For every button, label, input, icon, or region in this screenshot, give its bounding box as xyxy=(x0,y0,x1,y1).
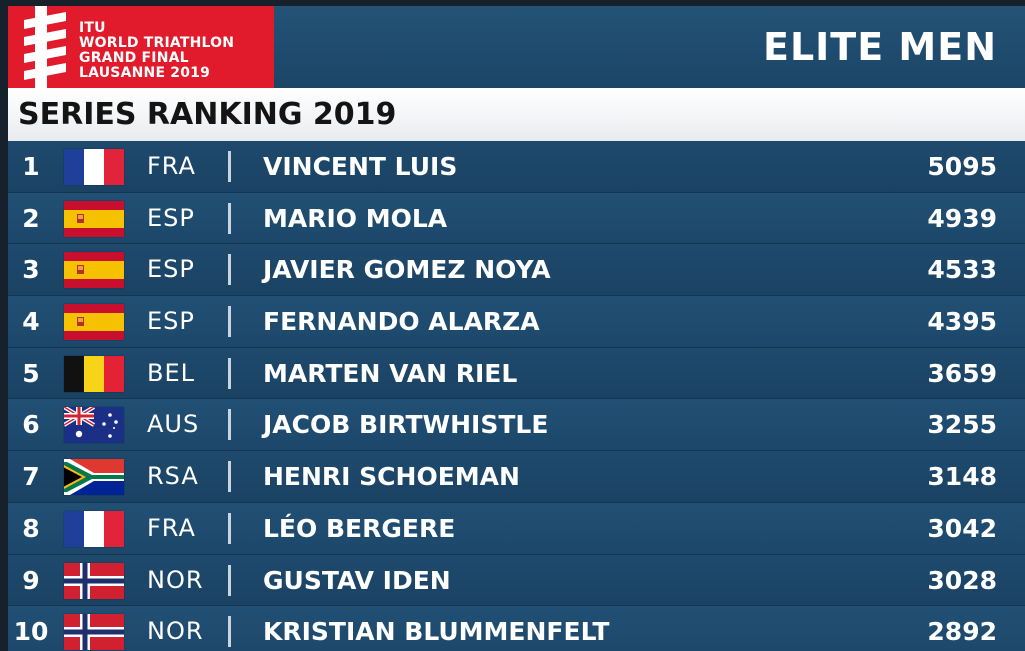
event-logo: ITU WORLD TRIATHLON GRAND FINAL LAUSANNE… xyxy=(8,6,274,88)
spain-flag-icon xyxy=(64,304,124,341)
points-value: 2892 xyxy=(927,617,997,647)
country-code: ESP xyxy=(147,255,195,284)
table-row: 10 NOR KRISTIAN BLUMMENFELT 2892 xyxy=(8,606,1025,651)
athlete-name: VINCENT LUIS xyxy=(263,152,458,181)
divider xyxy=(228,616,231,648)
rank-number: 9 xyxy=(22,565,40,595)
country-code: AUS xyxy=(147,410,200,439)
rank-number: 2 xyxy=(22,203,40,233)
country-code: ESP xyxy=(147,307,195,336)
divider xyxy=(228,409,231,441)
divider xyxy=(228,357,231,389)
points-value: 3659 xyxy=(927,358,997,388)
divider xyxy=(228,461,231,493)
rank-number: 10 xyxy=(13,617,49,647)
subtitle-bar: SERIES RANKING 2019 xyxy=(8,88,1025,141)
points-value: 4395 xyxy=(927,307,997,337)
logo-line: LAUSANNE 2019 xyxy=(79,65,211,81)
table-row: 6 AUS JACOB BIRTWHISTLE 3255 xyxy=(8,399,1025,452)
divider xyxy=(228,151,231,182)
itu-logo-icon xyxy=(24,6,66,88)
table-row: 8 FRA LÉO BERGERE 3042 xyxy=(8,502,1025,555)
country-code: ESP xyxy=(147,203,195,232)
points-value: 3028 xyxy=(927,565,997,595)
country-code: FRA xyxy=(147,152,196,180)
table-row: 2 ESP MARIO MOLA 4939 xyxy=(8,192,1025,245)
spain-flag-icon xyxy=(64,200,124,237)
table-row: 1 FRA VINCENT LUIS 5095 xyxy=(8,141,1025,193)
country-code: BEL xyxy=(147,358,195,387)
country-code: FRA xyxy=(147,513,196,542)
points-value: 4533 xyxy=(927,255,997,285)
table-row: 3 ESP JAVIER GOMEZ NOYA 4533 xyxy=(8,244,1025,297)
table-row: 5 BEL MARTEN VAN RIEL 3659 xyxy=(8,347,1025,400)
athlete-name: GUSTAV IDEN xyxy=(263,565,451,595)
rank-number: 7 xyxy=(22,462,40,492)
spain-flag-icon xyxy=(64,252,124,289)
page-title: SERIES RANKING 2019 xyxy=(18,97,397,132)
rank-number: 1 xyxy=(22,152,40,181)
athlete-name: KRISTIAN BLUMMENFELT xyxy=(263,617,610,647)
divider xyxy=(228,306,231,338)
table-row: 7 RSA HENRI SCHOEMAN 3148 xyxy=(8,451,1025,503)
rank-number: 5 xyxy=(22,358,40,388)
logo-line: WORLD TRIATHLON xyxy=(79,35,235,51)
south-africa-flag-icon xyxy=(64,459,124,496)
athlete-name: FERNANDO ALARZA xyxy=(263,307,540,337)
table-row: 9 NOR GUSTAV IDEN 3028 xyxy=(8,554,1025,607)
country-code: NOR xyxy=(147,617,204,646)
table-row: 4 ESP FERNANDO ALARZA 4395 xyxy=(8,296,1025,348)
rank-number: 6 xyxy=(22,410,40,440)
points-value: 5095 xyxy=(927,152,997,181)
athlete-name: LÉO BERGERE xyxy=(263,513,456,543)
rank-number: 3 xyxy=(22,255,40,285)
category-title: ELITE MEN xyxy=(763,25,997,69)
ranking-table: 1 FRA VINCENT LUIS 5095 2 ESP MARIO MOLA 4939 3 E… xyxy=(8,141,1025,651)
points-value: 3042 xyxy=(927,513,997,543)
header-bar: ITU WORLD TRIATHLON GRAND FINAL LAUSANNE… xyxy=(8,6,1025,88)
belgium-flag-icon xyxy=(64,355,124,392)
points-value: 3148 xyxy=(927,462,997,492)
divider xyxy=(228,564,231,596)
country-code: RSA xyxy=(147,462,199,491)
rank-number: 8 xyxy=(22,513,40,543)
athlete-name: MARTEN VAN RIEL xyxy=(263,358,518,388)
divider xyxy=(228,512,231,544)
logo-line: GRAND FINAL xyxy=(79,50,189,66)
athlete-name: JAVIER GOMEZ NOYA xyxy=(263,255,551,285)
rank-number: 4 xyxy=(22,307,40,337)
norway-flag-icon xyxy=(64,614,124,651)
france-flag-icon xyxy=(64,510,124,547)
athlete-name: MARIO MOLA xyxy=(263,203,448,233)
country-code: NOR xyxy=(147,565,204,594)
points-value: 4939 xyxy=(927,203,997,233)
athlete-name: HENRI SCHOEMAN xyxy=(263,462,520,492)
points-value: 3255 xyxy=(927,410,997,440)
logo-line: ITU xyxy=(79,20,106,36)
norway-flag-icon xyxy=(64,562,124,599)
event-logo-text: ITU WORLD TRIATHLON GRAND FINAL LAUSANNE… xyxy=(79,21,234,81)
divider xyxy=(228,254,231,286)
broadcast-graphic: ITU WORLD TRIATHLON GRAND FINAL LAUSANNE… xyxy=(8,6,1025,651)
athlete-name: JACOB BIRTWHISTLE xyxy=(263,410,549,440)
australia-flag-icon xyxy=(62,405,124,444)
divider xyxy=(228,202,231,234)
france-flag-icon xyxy=(64,149,124,185)
